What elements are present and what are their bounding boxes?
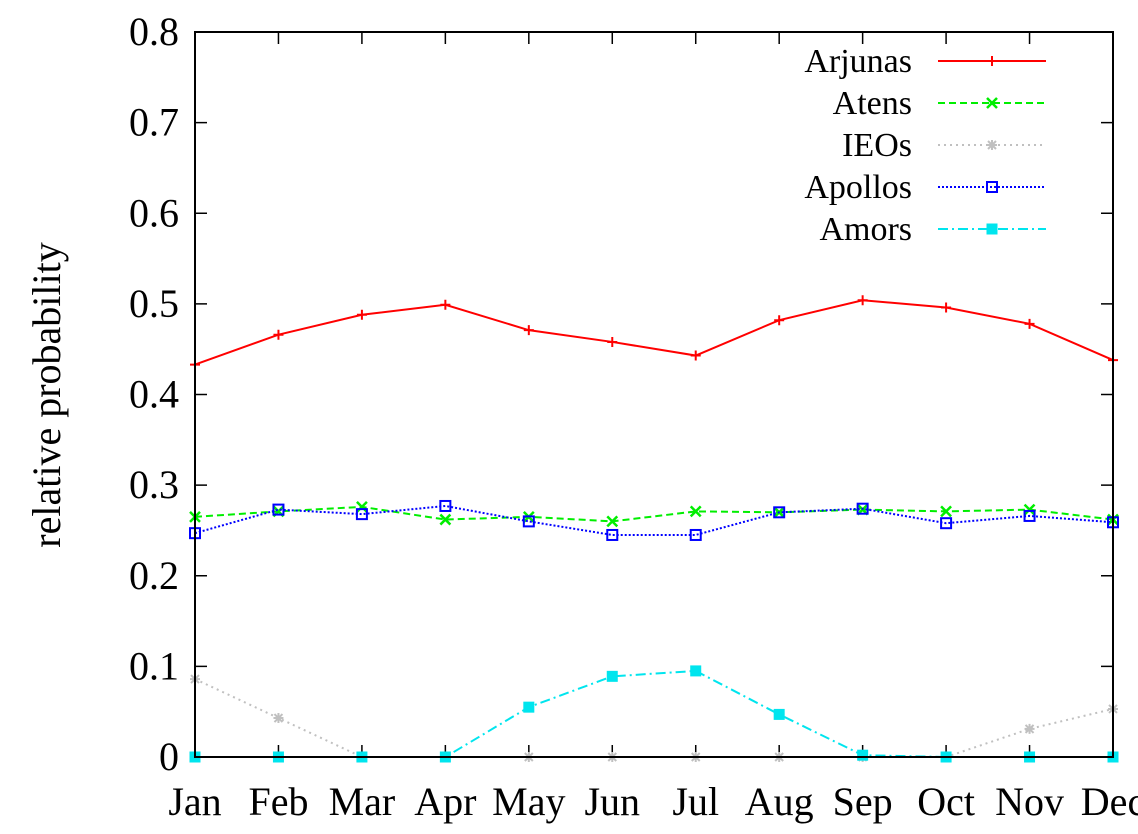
x-tick-label: Mar bbox=[329, 779, 396, 824]
legend-entry-ieos: IEOs bbox=[842, 127, 1046, 164]
legend-entry-atens: Atens bbox=[833, 85, 1046, 122]
series-arjunas bbox=[190, 295, 1118, 370]
data-point-apollos bbox=[355, 508, 368, 521]
axis-ticks: 0 0.1 0.2 0.3 0.4 0.5 0.6 0.7 0.8 Jan Feb Mar Apr May… bbox=[129, 9, 1138, 824]
series-line-apollos bbox=[194, 504, 1114, 536]
data-point-arjunas bbox=[690, 350, 701, 361]
series-line-atens bbox=[194, 505, 1114, 523]
x-tick-label: Jan bbox=[168, 779, 221, 824]
series-line-arjunas bbox=[194, 299, 1114, 366]
data-point-amors bbox=[857, 749, 869, 761]
series-atens bbox=[189, 500, 1119, 528]
y-axis-label: relative probability bbox=[24, 242, 69, 547]
x-tick-label: Sep bbox=[833, 779, 893, 824]
data-point-atens bbox=[1023, 503, 1036, 516]
data-point-apollos bbox=[439, 499, 452, 512]
x-tick-label: Dec bbox=[1081, 779, 1138, 824]
data-point-amors bbox=[773, 708, 785, 720]
series-line-amors bbox=[195, 669, 1113, 758]
x-tick-label: Jun bbox=[584, 779, 640, 824]
series-apollos bbox=[189, 499, 1119, 541]
x-tick-label: Apr bbox=[414, 779, 476, 824]
data-point-ieos bbox=[273, 713, 284, 724]
data-point-atens bbox=[606, 515, 619, 528]
series-ieos bbox=[190, 674, 1118, 762]
series-layer bbox=[189, 295, 1119, 763]
data-point-apollos bbox=[1023, 509, 1036, 522]
x-tick-label: Aug bbox=[745, 779, 814, 824]
legend-marker bbox=[987, 140, 997, 150]
x-tick-label: Oct bbox=[917, 779, 975, 824]
data-point-apollos bbox=[272, 503, 285, 516]
legend-marker bbox=[986, 181, 998, 193]
data-point-arjunas bbox=[941, 302, 952, 313]
y-axis-label-group: relative probability bbox=[24, 242, 69, 547]
data-point-arjunas bbox=[356, 309, 367, 320]
series-amors bbox=[189, 665, 1119, 763]
data-point-arjunas bbox=[523, 325, 534, 336]
y-tick-label: 0.5 bbox=[129, 281, 179, 326]
x-tick-label: May bbox=[492, 779, 565, 824]
data-point-amors bbox=[690, 665, 702, 677]
data-point-amors bbox=[523, 701, 535, 713]
x-tick-label: Nov bbox=[995, 779, 1064, 824]
y-tick-label: 0.6 bbox=[129, 190, 179, 235]
x-tick-label: Jul bbox=[672, 779, 719, 824]
legend-label: IEOs bbox=[842, 127, 912, 164]
data-point-arjunas bbox=[857, 295, 868, 306]
legend-label: Apollos bbox=[804, 169, 912, 206]
data-point-arjunas bbox=[607, 336, 618, 347]
y-tick-label: 0.8 bbox=[129, 9, 179, 54]
data-point-arjunas bbox=[273, 329, 284, 340]
legend-label: Atens bbox=[833, 85, 912, 122]
x-tick-label: Feb bbox=[248, 779, 308, 824]
y-tick-label: 0.1 bbox=[129, 643, 179, 688]
legend-marker bbox=[986, 97, 998, 109]
y-tick-label: 0.7 bbox=[129, 100, 179, 145]
data-point-atens bbox=[439, 513, 452, 526]
legend-marker bbox=[986, 223, 998, 235]
legend-entry-amors: Amors bbox=[819, 211, 1046, 248]
data-point-apollos bbox=[689, 528, 702, 541]
data-point-atens bbox=[689, 505, 702, 518]
legend-marker bbox=[987, 56, 997, 66]
legend-label: Amors bbox=[819, 211, 912, 248]
y-tick-label: 0 bbox=[159, 734, 179, 779]
data-point-ieos bbox=[1024, 723, 1035, 734]
data-point-arjunas bbox=[440, 299, 451, 310]
y-tick-label: 0.3 bbox=[129, 462, 179, 507]
plot-frame bbox=[194, 31, 1114, 758]
series-line-ieos bbox=[194, 678, 1114, 758]
data-point-apollos bbox=[856, 502, 869, 515]
data-point-arjunas bbox=[1024, 318, 1035, 329]
data-point-apollos bbox=[606, 528, 619, 541]
legend: Arjunas Atens IEOs Apollos Amors bbox=[804, 43, 1046, 248]
data-point-atens bbox=[940, 505, 952, 518]
data-point-atens bbox=[356, 500, 368, 513]
data-point-apollos bbox=[522, 515, 535, 528]
data-point-apollos bbox=[773, 506, 786, 519]
data-point-amors bbox=[606, 670, 618, 682]
y-tick-label: 0.2 bbox=[129, 553, 179, 598]
legend-entry-arjunas: Arjunas bbox=[804, 43, 1046, 80]
data-point-apollos bbox=[940, 517, 953, 530]
legend-entry-apollos: Apollos bbox=[804, 169, 1046, 206]
data-point-arjunas bbox=[774, 315, 785, 326]
y-tick-label: 0.4 bbox=[129, 372, 179, 417]
legend-label: Arjunas bbox=[804, 43, 912, 80]
